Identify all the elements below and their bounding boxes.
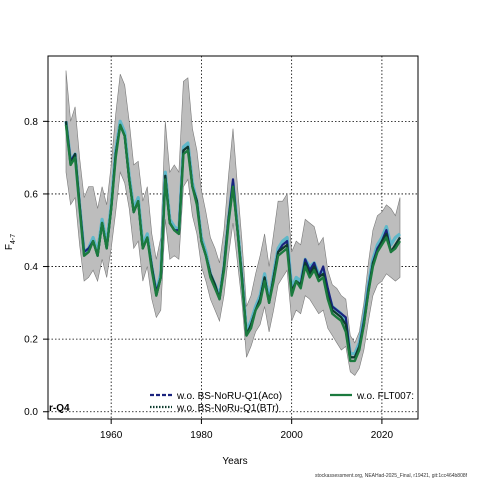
plot-frame	[47, 55, 419, 420]
confidence-band	[65, 70, 401, 376]
x-tick-label: 2020	[371, 430, 394, 441]
y-axis-label-sub: 4-7	[10, 234, 17, 244]
confidence-band-layer	[65, 70, 401, 376]
y-tick-label: 0.6	[24, 189, 38, 200]
series-line-3	[64, 123, 402, 363]
y-axis-label-base: F	[4, 244, 15, 250]
legend-label-1: w.o. BS-NoRU-Q1(Aco)	[176, 391, 282, 402]
y-axis-label: F4-7	[4, 234, 17, 250]
footer-note: stockassessment.org, NEAHad-2025_Final, …	[315, 473, 468, 479]
y-tick-label: 0.0	[24, 407, 38, 418]
ticks-layer: 1960 1980 2000 2020 0.0 0.2 0.4 0.6 0.8	[24, 117, 393, 441]
x-tick-label: 1960	[100, 430, 123, 441]
y-tick-label: 0.2	[24, 335, 38, 346]
y-tick-label: 0.8	[24, 117, 38, 128]
y-tick-label: 0.4	[24, 262, 38, 273]
legend: w.o. BS-NoRU-Q1(Aco)w.o. BS-NoRu-Q1(BTr)…	[150, 391, 414, 414]
lines-layer	[64, 119, 402, 363]
legend-label-2: w.o. BS-NoRu-Q1(BTr)	[176, 403, 279, 414]
x-axis-label: Years	[222, 456, 247, 467]
x-tick-label: 2000	[281, 430, 304, 441]
legend-label-3: w.o. FLT007:	[356, 391, 414, 402]
corner-label: r-Q4	[49, 403, 70, 414]
x-tick-label: 1980	[190, 430, 213, 441]
